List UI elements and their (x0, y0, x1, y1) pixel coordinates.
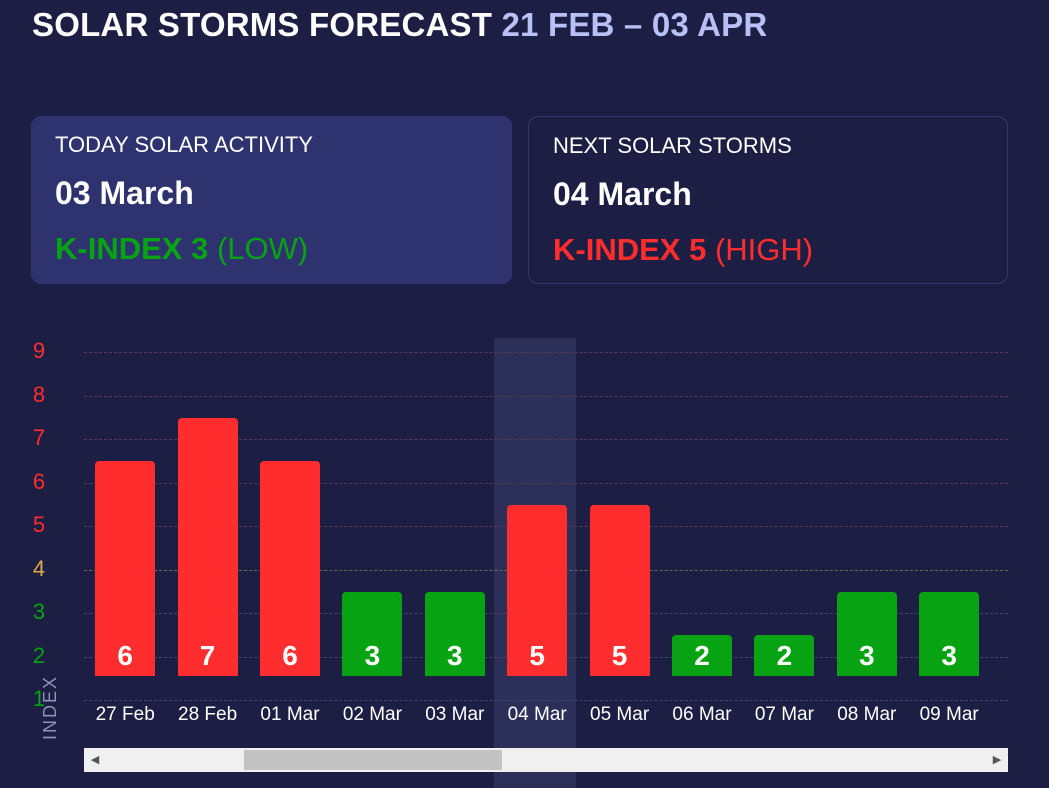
bar-05-mar[interactable]: 5 (589, 504, 650, 676)
bar-value-label: 3 (941, 640, 957, 671)
kindex-bar-chart: INDEX 1 2 3 4 5 6 7 8 9 6 27 Feb 7 28 Feb 6 01 Mar 3 02 … (0, 330, 1049, 788)
title-date-range: 21 FEB – 03 APR (501, 6, 768, 43)
x-tick-label: 28 Feb (178, 704, 238, 725)
bar-value-label: 3 (447, 640, 463, 671)
gridline (84, 439, 1008, 440)
bar-value-label: 2 (776, 640, 793, 671)
x-tick-label: 02 Mar (342, 704, 402, 725)
next-kindex: K-INDEX 5 (HIGH) (553, 232, 813, 268)
bar-28-feb[interactable]: 7 (177, 417, 238, 676)
bar-02-mar[interactable]: 3 (342, 591, 403, 676)
y-tick-label: 3 (32, 599, 46, 624)
bar-08-mar[interactable]: 3 (836, 591, 897, 676)
bar-value-label: 3 (364, 640, 381, 671)
next-storms-card: NEXT SOLAR STORMS 04 March K-INDEX 5 (HI… (528, 116, 1008, 284)
y-tick-label: 9 (32, 338, 46, 363)
bar-03-mar[interactable]: 3 (424, 591, 485, 676)
bar-value-label: 3 (859, 640, 875, 671)
gridline (84, 395, 1008, 397)
today-kindex-value: K-INDEX 3 (55, 231, 209, 266)
x-tick-label: 06 Mar (672, 704, 732, 725)
y-tick-label: 6 (32, 468, 46, 494)
bar-value-label: 5 (611, 640, 628, 671)
y-tick-label: 8 (32, 381, 46, 407)
bar-value-label: 7 (199, 640, 216, 671)
next-card-date: 04 March (553, 176, 692, 212)
bar-value-label: 6 (117, 640, 133, 671)
y-tick-label: 7 (32, 425, 46, 450)
y-tick-label: 1 (32, 686, 46, 711)
today-card-label: TODAY SOLAR ACTIVITY (55, 132, 313, 157)
bar-07-mar[interactable]: 2 (754, 635, 815, 676)
x-tick-label: 03 Mar (425, 704, 485, 725)
bar-01-mar[interactable]: 6 (260, 461, 320, 676)
gridline (84, 700, 1008, 701)
page-title: SOLAR STORMS FORECAST 21 FEB – 03 APR (32, 6, 767, 44)
x-tick-label: 08 Mar (837, 704, 897, 725)
gridline (84, 482, 1008, 484)
bar-value-label: 5 (529, 640, 545, 671)
today-kindex-level: (LOW) (216, 231, 309, 266)
x-tick-label: 05 Mar (590, 704, 650, 725)
x-tick-label: 01 Mar (260, 704, 320, 725)
today-kindex: K-INDEX 3 (LOW) (55, 231, 308, 267)
bar-value-label: 2 (694, 640, 710, 671)
title-main: SOLAR STORMS FORECAST (32, 6, 493, 43)
x-tick-label: 27 Feb (95, 704, 155, 725)
chart-scrollbar[interactable]: ◀ ▶ (84, 748, 1008, 772)
arrow-right-icon[interactable]: ▶ (992, 754, 1002, 766)
bar-04-mar[interactable]: 5 (507, 504, 568, 676)
gridline (84, 352, 1008, 353)
bar-06-mar[interactable]: 2 (672, 635, 732, 676)
x-tick-label: 07 Mar (754, 704, 814, 725)
y-tick-label: 2 (32, 642, 46, 668)
today-card-date: 03 March (55, 175, 194, 211)
next-kindex-value: K-INDEX 5 (553, 232, 707, 267)
today-activity-card: TODAY SOLAR ACTIVITY 03 March K-INDEX 3 … (31, 116, 512, 284)
bar-value-label: 6 (282, 640, 298, 671)
next-card-label: NEXT SOLAR STORMS (553, 133, 792, 158)
y-tick-label: 4 (32, 555, 46, 581)
next-kindex-level: (HIGH) (714, 232, 814, 267)
scrollbar-thumb[interactable] (244, 750, 502, 770)
x-tick-label: 04 Mar (507, 704, 567, 725)
x-tick-label: 09 Mar (919, 704, 979, 725)
arrow-left-icon[interactable]: ◀ (90, 754, 100, 766)
bar-09-mar[interactable]: 3 (919, 591, 980, 676)
bar-27-feb[interactable]: 6 (95, 461, 156, 676)
y-tick-label: 5 (32, 512, 46, 537)
